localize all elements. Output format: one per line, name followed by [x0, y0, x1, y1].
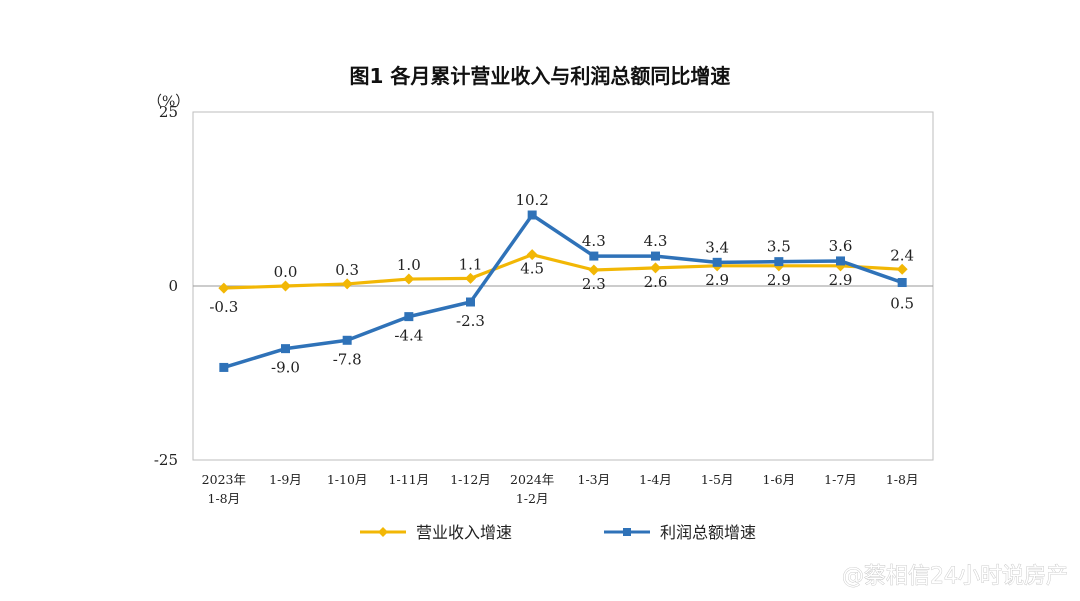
- x-tick-line: 1-12月: [450, 472, 491, 487]
- legend-revenue-marker: [378, 527, 388, 537]
- x-tick-line: 2024年: [510, 472, 554, 487]
- x-tick-line: 1-5月: [701, 472, 734, 487]
- x-tick-line: 1-6月: [763, 472, 796, 487]
- x-tick-line: 1-7月: [824, 472, 857, 487]
- x-tick-line: 1-11月: [389, 472, 430, 487]
- x-tick-label: 1-12月: [450, 472, 491, 487]
- x-tick-line: 1-8月: [886, 472, 919, 487]
- revenue-point-marker: [465, 272, 476, 284]
- revenue-point-marker: [650, 262, 661, 274]
- revenue-point-marker: [341, 278, 353, 290]
- x-tick-line: 1-2月: [516, 491, 549, 506]
- x-tick-label: 1-5月: [701, 472, 734, 487]
- profit-data-label: 3.5: [767, 238, 791, 256]
- y-axis-ticks: 25 0 -25: [154, 103, 178, 469]
- x-tick-label: 1-9月: [269, 472, 302, 487]
- revenue-data-label: -0.3: [209, 298, 238, 316]
- series-layer: [218, 210, 908, 372]
- legend: 营业收入增速 利润总额增速: [360, 523, 756, 542]
- revenue-data-label: 2.9: [767, 271, 791, 289]
- profit-data-label: 0.5: [890, 295, 914, 313]
- revenue-data-label: 0.0: [274, 263, 298, 281]
- profit-data-label: 3.6: [829, 237, 853, 255]
- profit-data-label: -4.4: [394, 327, 423, 345]
- profit-point-marker: [404, 312, 414, 322]
- watermark-text: @蔡相信24小时说房产: [842, 564, 1068, 589]
- revenue-data-label: 2.6: [644, 273, 668, 291]
- chart-title: 图1 各月累计营业收入与利润总额同比增速: [350, 64, 731, 88]
- revenue-point-marker: [280, 280, 291, 292]
- x-tick-label: 1-7月: [824, 472, 857, 487]
- profit-point-marker: [466, 297, 475, 307]
- profit-point-marker: [651, 251, 660, 261]
- revenue-data-label: 1.1: [459, 255, 483, 273]
- revenue-point-marker: [218, 282, 230, 294]
- revenue-data-label: 0.3: [335, 261, 359, 279]
- revenue-data-label: 2.3: [582, 275, 606, 293]
- x-tick-label: 1-3月: [578, 472, 611, 487]
- x-tick-label: 2024年 1-2月: [510, 472, 554, 506]
- x-tick-line: 1-10月: [327, 472, 368, 487]
- profit-data-label: -9.0: [271, 359, 300, 377]
- revenue-data-label: 4.5: [520, 260, 544, 278]
- profit-point-marker: [342, 335, 352, 345]
- profit-data-label: 10.2: [515, 191, 548, 209]
- legend-profit-label: 利润总额增速: [660, 523, 756, 542]
- revenue-data-label: 2.9: [829, 271, 853, 289]
- revenue-point-marker: [526, 249, 538, 261]
- profit-data-label: 4.3: [644, 232, 668, 250]
- data-labels: -0.3 0.0 0.3 1.0 1.1 4.5 2.3 2.6 2.9 2.9 2.9 2.4 -9.…: [209, 191, 914, 377]
- x-tick-line: 1-3月: [578, 472, 611, 487]
- x-tick-label: 1-8月: [886, 472, 919, 487]
- profit-point-marker: [897, 278, 907, 288]
- y-unit-label: （%）: [148, 94, 189, 110]
- profit-point-marker: [527, 210, 537, 220]
- profit-data-label: 4.3: [582, 232, 606, 250]
- profit-data-label: 3.4: [705, 238, 729, 256]
- y-tick-label: 25: [159, 103, 178, 121]
- series-line-profit: [222, 213, 904, 370]
- revenue-data-label: 2.9: [705, 271, 729, 289]
- profit-data-label: -7.8: [333, 350, 362, 368]
- profit-point-marker: [836, 256, 845, 266]
- revenue-data-label: 2.4: [890, 246, 914, 264]
- x-tick-label: 1-11月: [389, 472, 430, 487]
- x-tick-label: 2023年 1-8月: [202, 472, 246, 506]
- x-tick-label: 1-4月: [639, 472, 672, 487]
- revenue-point-marker: [896, 263, 908, 275]
- y-tick-label: -25: [154, 451, 178, 469]
- profit-data-label: -2.3: [456, 312, 485, 330]
- x-tick-label: 1-6月: [763, 472, 796, 487]
- y-tick-label: 0: [168, 277, 178, 295]
- profit-point-marker: [589, 251, 599, 261]
- x-tick-line: 1-8月: [208, 491, 241, 506]
- series-line-revenue: [222, 253, 904, 290]
- profit-point-marker: [774, 257, 784, 267]
- revenue-point-marker: [403, 273, 415, 285]
- x-tick-label: 1-10月: [327, 472, 368, 487]
- x-tick-line: 2023年: [202, 472, 246, 487]
- profit-point-marker: [712, 257, 722, 267]
- x-tick-line: 1-9月: [269, 472, 302, 487]
- revenue-point-marker: [588, 264, 600, 276]
- x-axis-ticks: 2023年 1-8月 1-9月 1-10月 1-11月 1-12月 2024年 1-2月 1-3…: [202, 472, 919, 506]
- profit-point-marker: [281, 344, 290, 354]
- legend-revenue-label: 营业收入增速: [416, 523, 512, 542]
- legend-profit-marker: [623, 528, 631, 536]
- x-tick-line: 1-4月: [639, 472, 672, 487]
- profit-point-marker: [219, 362, 229, 372]
- revenue-data-label: 1.0: [397, 256, 421, 274]
